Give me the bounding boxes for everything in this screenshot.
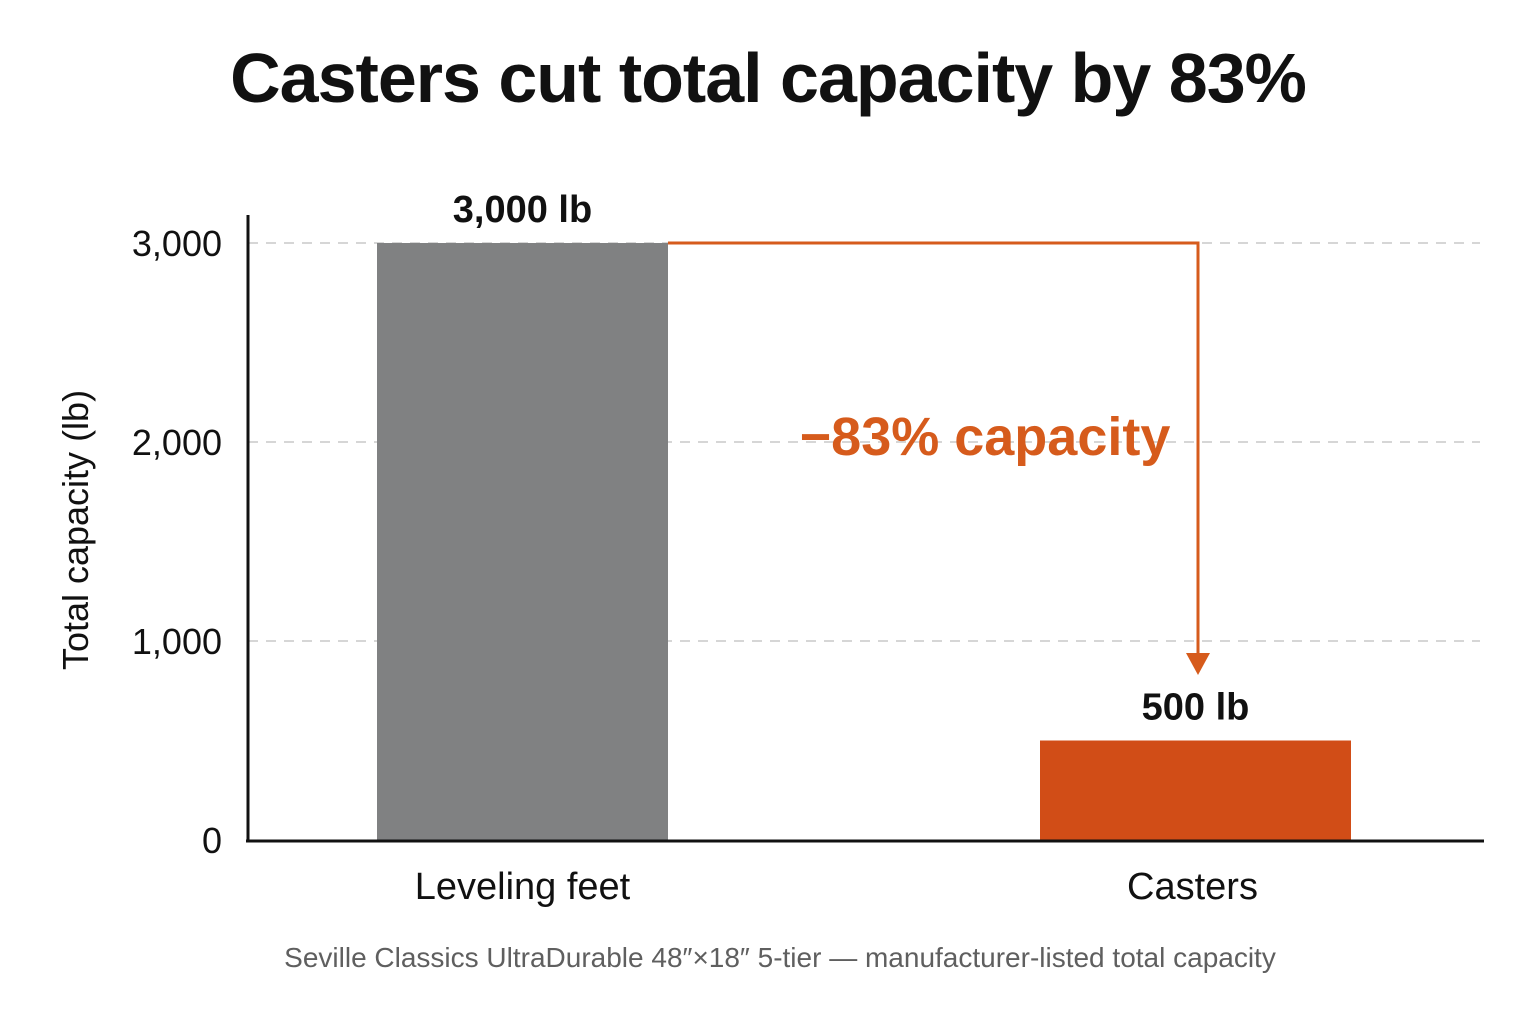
category-label: Leveling feet (415, 866, 631, 908)
drop-arrow-line (668, 241, 1200, 653)
y-tick-label: 1,000 (132, 621, 222, 662)
data-label: 3,000 lb (453, 189, 592, 231)
chart-footnote: Seville Classics UltraDurable 48″×18″ 5-… (284, 942, 1276, 973)
bar (377, 243, 668, 840)
y-tick-labels: 0 1,000 2,000 3,000 (132, 223, 222, 861)
y-axis-title: Total capacity (lb) (55, 390, 96, 670)
data-label: 500 lb (1142, 687, 1250, 729)
data-labels: 3,000 lb 500 lb (453, 189, 1250, 729)
axes (246, 215, 1484, 843)
bars (377, 243, 1351, 840)
x-category-labels: Leveling feet Casters (415, 866, 1258, 908)
category-label: Casters (1127, 866, 1258, 908)
page-title: Casters cut total capacity by 83% (230, 39, 1307, 117)
drop-annotation: −83% capacity (668, 241, 1210, 675)
drop-annotation-label: −83% capacity (800, 407, 1171, 467)
bar (1040, 740, 1351, 840)
y-tick-label: 3,000 (132, 223, 222, 264)
y-tick-label: 2,000 (132, 422, 222, 463)
y-tick-label: 0 (202, 820, 222, 861)
drop-arrow-head (1186, 653, 1210, 675)
